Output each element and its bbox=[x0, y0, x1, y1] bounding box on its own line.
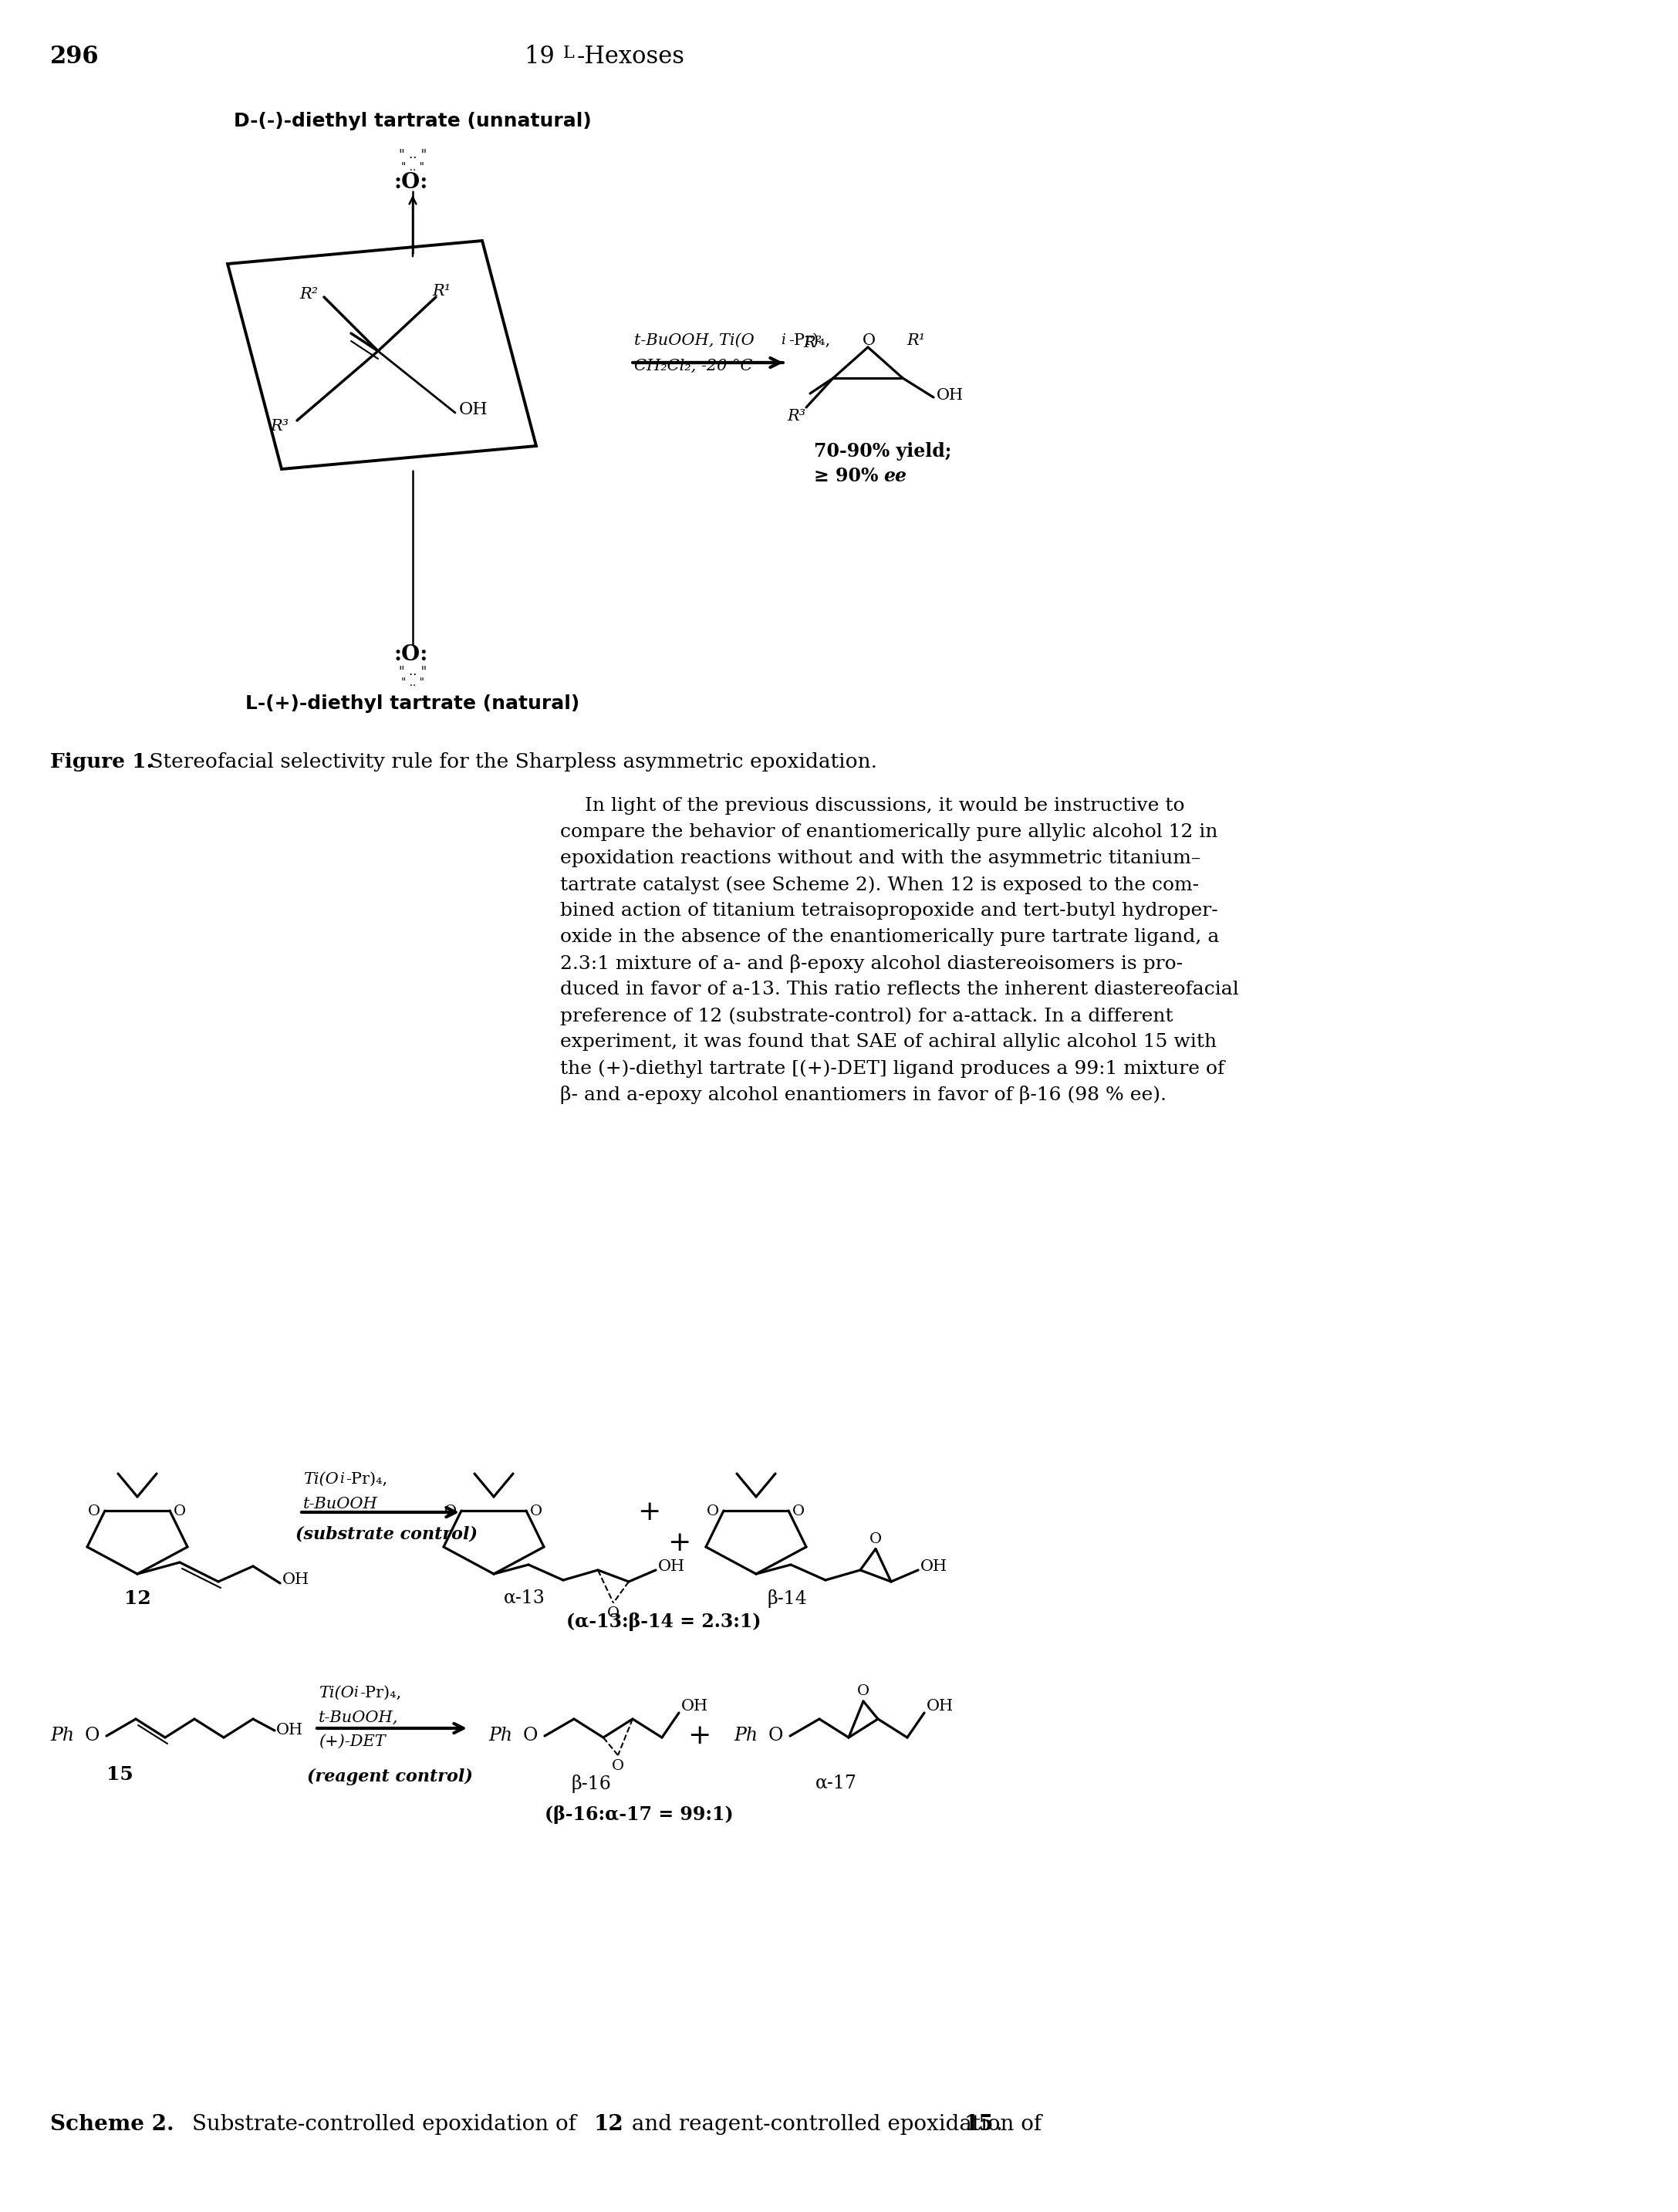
Text: (substrate control): (substrate control) bbox=[295, 1526, 478, 1544]
Text: +: + bbox=[638, 1500, 661, 1526]
Text: 70-90% yield;: 70-90% yield; bbox=[814, 442, 951, 460]
Text: OH: OH bbox=[282, 1573, 309, 1586]
Text: ≥ 90%: ≥ 90% bbox=[814, 467, 884, 484]
Text: O: O bbox=[173, 1504, 186, 1517]
Text: +: + bbox=[688, 1723, 711, 1750]
Text: O: O bbox=[607, 1606, 619, 1621]
Text: experiment, it was found that SAE of achiral allylic alcohol 15 with: experiment, it was found that SAE of ach… bbox=[560, 1033, 1217, 1051]
Text: Stereofacial selectivity rule for the Sharpless asymmetric epoxidation.: Stereofacial selectivity rule for the Sh… bbox=[143, 752, 878, 772]
Text: 296: 296 bbox=[50, 44, 99, 69]
Text: preference of 12 (substrate-control) for a-attack. In a different: preference of 12 (substrate-control) for… bbox=[560, 1006, 1173, 1024]
Text: O: O bbox=[445, 1504, 456, 1517]
Text: -Pr)₄,: -Pr)₄, bbox=[789, 334, 831, 347]
Text: :O:: :O: bbox=[394, 644, 428, 666]
Text: β- and a-epoxy alcohol enantiomers in favor of β-16 (98 % ee).: β- and a-epoxy alcohol enantiomers in fa… bbox=[560, 1086, 1166, 1104]
Text: CH₂Cl₂, -20 °C: CH₂Cl₂, -20 °C bbox=[634, 358, 753, 374]
Text: O: O bbox=[87, 1504, 101, 1517]
Text: O: O bbox=[857, 1683, 869, 1699]
Text: O: O bbox=[769, 1728, 784, 1745]
Text: R¹: R¹ bbox=[431, 283, 451, 299]
Text: :O:: :O: bbox=[394, 173, 428, 192]
Text: Ph: Ph bbox=[50, 1728, 74, 1745]
Text: Ti(O: Ti(O bbox=[319, 1686, 354, 1701]
Text: O: O bbox=[86, 1728, 101, 1745]
Text: -Hexoses: -Hexoses bbox=[577, 44, 685, 69]
Text: .: . bbox=[995, 2115, 1002, 2135]
Text: β-14: β-14 bbox=[767, 1590, 807, 1608]
Text: α-13: α-13 bbox=[503, 1590, 545, 1608]
Text: compare the behavior of enantiomerically pure allylic alcohol 12 in: compare the behavior of enantiomerically… bbox=[560, 823, 1218, 841]
Text: " .. ": " .. " bbox=[401, 161, 425, 173]
Text: Ph: Ph bbox=[488, 1728, 512, 1745]
Text: Figure 1.: Figure 1. bbox=[50, 752, 153, 772]
Text: 2.3:1 mixture of a- and β-epoxy alcohol diastereoisomers is pro-: 2.3:1 mixture of a- and β-epoxy alcohol … bbox=[560, 953, 1183, 973]
Text: -Pr)₄,: -Pr)₄, bbox=[346, 1473, 388, 1486]
Text: i: i bbox=[339, 1473, 344, 1486]
Text: OH: OH bbox=[460, 400, 488, 418]
Text: OH: OH bbox=[658, 1559, 685, 1575]
Text: (α-13:β-14 = 2.3:1): (α-13:β-14 = 2.3:1) bbox=[565, 1613, 760, 1630]
Text: (reagent control): (reagent control) bbox=[307, 1767, 473, 1785]
Text: and reagent-controlled epoxidation of: and reagent-controlled epoxidation of bbox=[624, 2115, 1049, 2135]
Text: 19: 19 bbox=[525, 44, 577, 69]
Text: ee: ee bbox=[883, 467, 906, 484]
Text: Ph: Ph bbox=[733, 1728, 758, 1745]
Text: +: + bbox=[668, 1531, 691, 1557]
Text: O: O bbox=[869, 1533, 883, 1546]
Text: Substrate-controlled epoxidation of: Substrate-controlled epoxidation of bbox=[185, 2115, 584, 2135]
Text: t-BuOOH,: t-BuOOH, bbox=[319, 1710, 398, 1725]
Text: (β-16:α-17 = 99:1): (β-16:α-17 = 99:1) bbox=[544, 1805, 733, 1825]
Text: O: O bbox=[524, 1728, 539, 1745]
Text: O: O bbox=[792, 1504, 805, 1517]
Text: OH: OH bbox=[681, 1699, 708, 1714]
Text: R³: R³ bbox=[270, 418, 289, 434]
Text: D-(-)-diethyl tartrate (unnatural): D-(-)-diethyl tartrate (unnatural) bbox=[233, 113, 592, 131]
Text: OH: OH bbox=[926, 1699, 953, 1714]
Text: α-17: α-17 bbox=[816, 1774, 857, 1792]
Text: O: O bbox=[862, 334, 876, 347]
Text: OH: OH bbox=[936, 387, 963, 403]
Text: In light of the previous discussions, it would be instructive to: In light of the previous discussions, it… bbox=[560, 796, 1185, 814]
Text: L: L bbox=[564, 44, 574, 62]
Text: R¹: R¹ bbox=[906, 334, 925, 347]
Text: i: i bbox=[354, 1686, 357, 1699]
Text: R²: R² bbox=[299, 288, 317, 301]
Text: tartrate catalyst (see Scheme 2). When 12 is exposed to the com-: tartrate catalyst (see Scheme 2). When 1… bbox=[560, 876, 1200, 894]
Text: t-BuOOH: t-BuOOH bbox=[304, 1498, 378, 1511]
Text: t-BuOOH, Ti(O: t-BuOOH, Ti(O bbox=[634, 334, 755, 347]
Text: Scheme 2.: Scheme 2. bbox=[50, 2115, 175, 2135]
Text: 12: 12 bbox=[594, 2115, 624, 2135]
Text: 12: 12 bbox=[124, 1590, 151, 1608]
Text: O: O bbox=[530, 1504, 542, 1517]
Text: " .. ": " .. " bbox=[399, 666, 426, 679]
Text: the (+)-diethyl tartrate [(+)-DET] ligand produces a 99:1 mixture of: the (+)-diethyl tartrate [(+)-DET] ligan… bbox=[560, 1060, 1225, 1077]
Text: 15: 15 bbox=[106, 1765, 133, 1783]
Text: OH: OH bbox=[921, 1559, 948, 1575]
Text: 15: 15 bbox=[965, 2115, 993, 2135]
Text: i: i bbox=[780, 334, 785, 347]
Text: O: O bbox=[612, 1759, 624, 1774]
Text: R³: R³ bbox=[787, 409, 805, 422]
Text: oxide in the absence of the enantiomerically pure tartrate ligand, a: oxide in the absence of the enantiomeric… bbox=[560, 929, 1220, 947]
Text: epoxidation reactions without and with the asymmetric titanium–: epoxidation reactions without and with t… bbox=[560, 849, 1201, 867]
Text: " .. ": " .. " bbox=[401, 677, 425, 688]
Text: R²: R² bbox=[804, 336, 822, 349]
Text: bined action of titanium tetraisopropoxide and tert-butyl hydroper-: bined action of titanium tetraisopropoxi… bbox=[560, 902, 1218, 920]
Text: " .. ": " .. " bbox=[399, 148, 426, 161]
Text: (+)-DET: (+)-DET bbox=[319, 1734, 386, 1750]
Text: OH: OH bbox=[277, 1723, 304, 1736]
Text: O: O bbox=[706, 1504, 720, 1517]
Text: β-16: β-16 bbox=[571, 1774, 611, 1794]
Text: L-(+)-diethyl tartrate (natural): L-(+)-diethyl tartrate (natural) bbox=[245, 695, 581, 712]
Text: duced in favor of a-13. This ratio reflects the inherent diastereofacial: duced in favor of a-13. This ratio refle… bbox=[560, 980, 1238, 998]
Text: Ti(O: Ti(O bbox=[304, 1473, 339, 1486]
Text: -Pr)₄,: -Pr)₄, bbox=[359, 1686, 401, 1701]
